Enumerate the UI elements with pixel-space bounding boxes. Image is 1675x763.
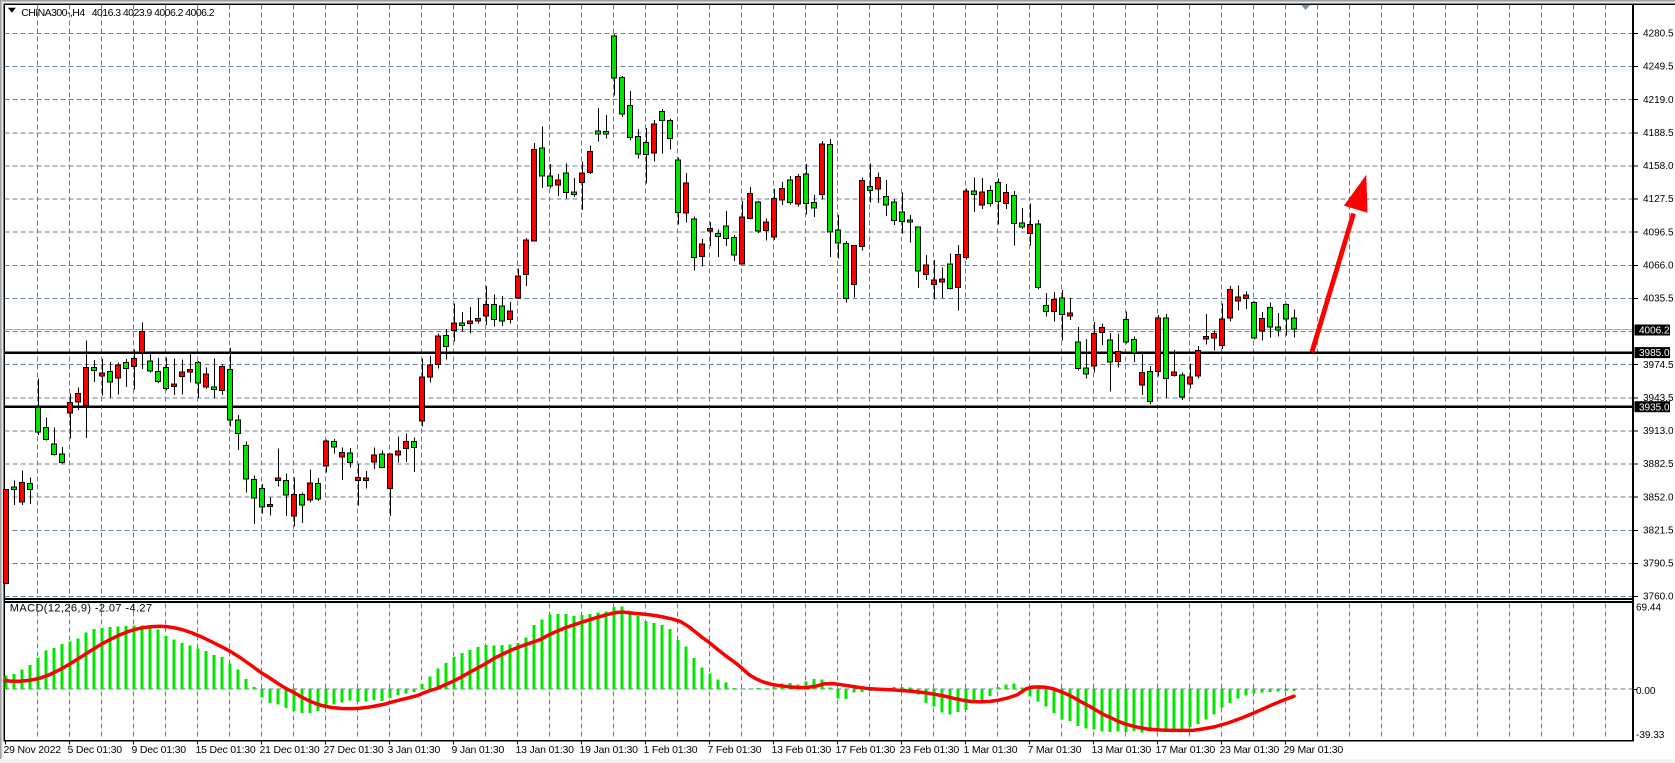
svg-text:29 Nov 2022: 29 Nov 2022 [4,744,62,756]
svg-text:3821.5: 3821.5 [1643,525,1674,536]
svg-text:4249.5: 4249.5 [1643,62,1674,73]
svg-text:17 Feb 01:30: 17 Feb 01:30 [836,744,896,756]
svg-text:3943.5: 3943.5 [1643,393,1674,404]
svg-text:15 Dec 01:30: 15 Dec 01:30 [196,744,256,756]
svg-text:1 Mar 01:30: 1 Mar 01:30 [964,744,1018,756]
svg-text:4096.5: 4096.5 [1643,227,1674,238]
svg-text:4127.5: 4127.5 [1643,194,1674,205]
svg-text:13 Jan 01:30: 13 Jan 01:30 [516,744,575,756]
svg-text:0.00: 0.00 [1636,686,1656,697]
svg-text:4219.0: 4219.0 [1643,95,1674,106]
svg-text:4035.5: 4035.5 [1643,294,1674,305]
svg-text:3760.0: 3760.0 [1643,592,1674,603]
svg-text:3935.0: 3935.0 [1639,402,1670,413]
svg-text:23 Mar 01:30: 23 Mar 01:30 [1220,744,1280,756]
svg-text:4188.5: 4188.5 [1643,128,1674,139]
svg-text:9 Jan 01:30: 9 Jan 01:30 [452,744,505,756]
svg-text:17 Mar 01:30: 17 Mar 01:30 [1156,744,1216,756]
svg-text:5 Dec 01:30: 5 Dec 01:30 [68,744,123,756]
svg-text:3852.0: 3852.0 [1643,492,1674,503]
svg-text:21 Dec 01:30: 21 Dec 01:30 [260,744,320,756]
svg-text:3913.0: 3913.0 [1643,426,1674,437]
svg-text:69.44: 69.44 [1636,602,1661,613]
svg-text:3985.0: 3985.0 [1639,348,1670,359]
svg-text:4006.2: 4006.2 [1639,326,1670,337]
svg-text:MACD(12,26,9) -2.07 -4.27: MACD(12,26,9) -2.07 -4.27 [10,603,153,615]
svg-text:27 Dec 01:30: 27 Dec 01:30 [324,744,384,756]
svg-text:9 Dec 01:30: 9 Dec 01:30 [132,744,187,756]
svg-text:4280.5: 4280.5 [1643,29,1674,40]
svg-text:-39.33: -39.33 [1636,730,1665,741]
svg-text:3882.5: 3882.5 [1643,459,1674,470]
svg-text:29 Mar 01:30: 29 Mar 01:30 [1284,744,1344,756]
svg-text:4066.0: 4066.0 [1643,260,1674,271]
svg-text:3790.5: 3790.5 [1643,559,1674,570]
svg-text:19 Jan 01:30: 19 Jan 01:30 [580,744,639,756]
svg-text:23 Feb 01:30: 23 Feb 01:30 [900,744,960,756]
svg-text:13 Feb 01:30: 13 Feb 01:30 [772,744,832,756]
svg-text:7 Mar 01:30: 7 Mar 01:30 [1028,744,1082,756]
svg-text:3974.5: 3974.5 [1643,360,1674,371]
svg-text:4158.0: 4158.0 [1643,161,1674,172]
svg-text:1 Feb 01:30: 1 Feb 01:30 [644,744,698,756]
svg-text:7 Feb 01:30: 7 Feb 01:30 [708,744,762,756]
svg-text:13 Mar 01:30: 13 Mar 01:30 [1092,744,1152,756]
svg-text:3 Jan 01:30: 3 Jan 01:30 [388,744,441,756]
svg-text:CHINA300-,H4 4016.3 4023.9 4: CHINA300-,H4 4016.3 4023.9 4006.2 4006.2 [21,7,215,19]
